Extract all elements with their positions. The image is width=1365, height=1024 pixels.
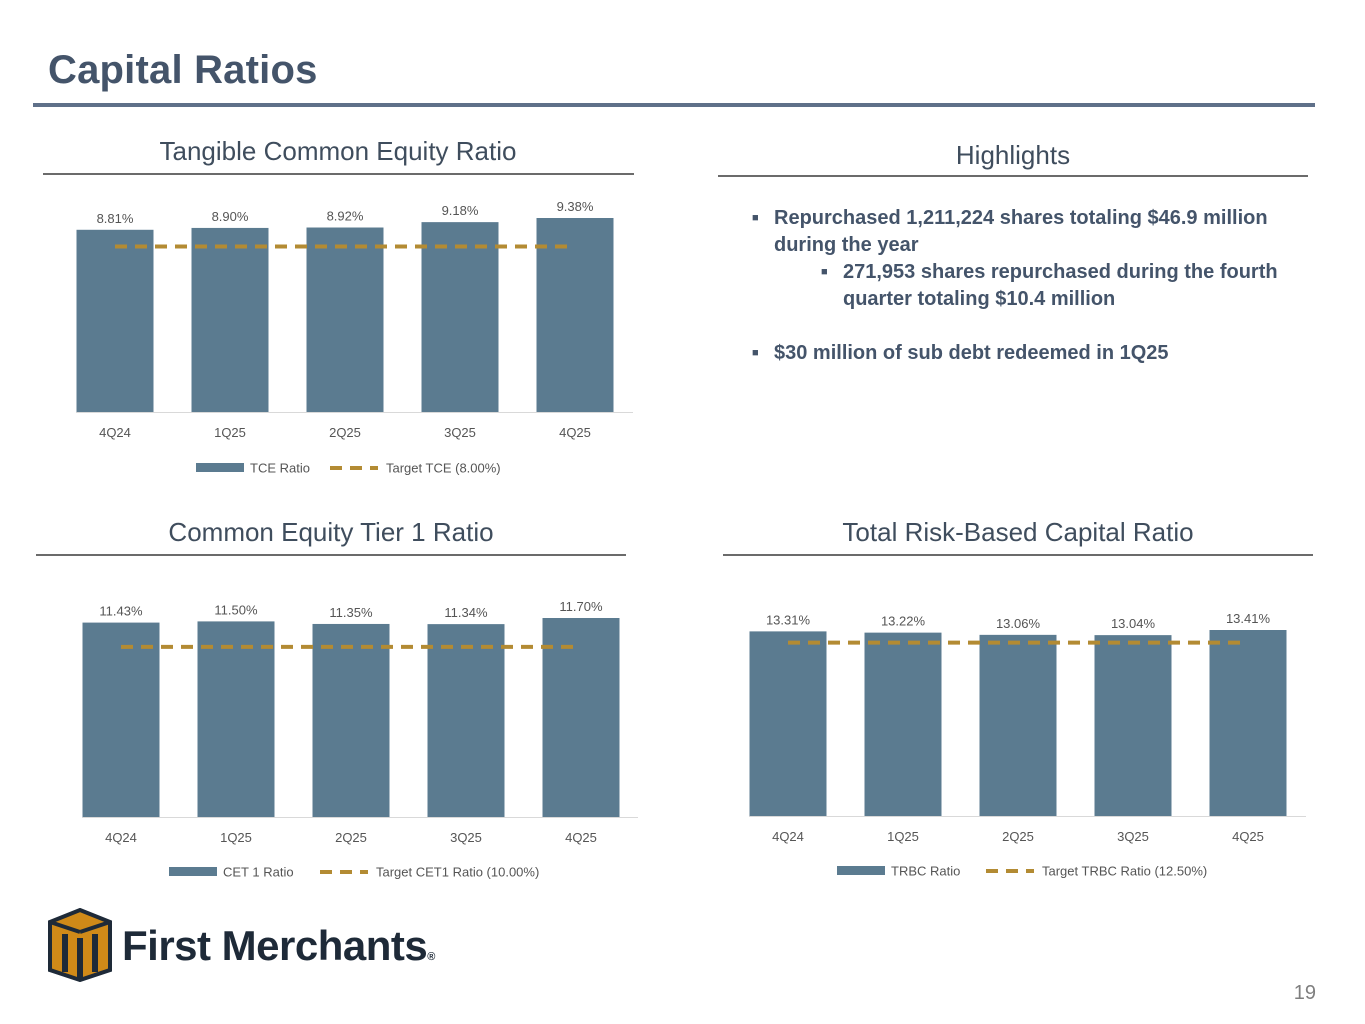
x-tick-label: 1Q25 [220, 830, 252, 845]
highlight-item: ■ Repurchased 1,211,224 shares totaling … [752, 205, 1312, 259]
data-label: 11.34% [444, 605, 488, 620]
highlight-text: 271,953 shares repurchased during the fo… [843, 261, 1278, 310]
bullet-square-icon: ■ [752, 347, 759, 359]
highlights-title: Highlights [955, 140, 1071, 170]
legend-series-swatch [169, 867, 217, 876]
data-label: 9.38% [557, 199, 594, 214]
data-label: 13.04% [1111, 616, 1156, 631]
x-tick-label: 4Q24 [772, 829, 804, 844]
bar [542, 618, 620, 817]
x-tick-label: 4Q25 [1232, 829, 1264, 844]
bar [197, 621, 275, 817]
bar [82, 622, 160, 817]
legend-target-label: Target TRBC Ratio (12.50%) [1042, 864, 1207, 879]
bar [306, 227, 384, 412]
trbc-chart-title: Total Risk-Based Capital Ratio [842, 517, 1194, 547]
x-tick-label: 2Q25 [1002, 829, 1034, 844]
trbc-title-rule [723, 554, 1313, 556]
page-title: Capital Ratios [48, 48, 318, 92]
legend-target-label: Target CET1 Ratio (10.00%) [376, 865, 539, 880]
x-tick-label: 1Q25 [887, 829, 919, 844]
x-tick-label: 3Q25 [1117, 829, 1149, 844]
tce-chart: 8.81% 4Q24 8.90% 1Q25 8.92% 2Q25 9.18% 3Q25 9.38… [76, 199, 633, 476]
data-label: 11.43% [99, 604, 143, 619]
bar [1209, 630, 1287, 816]
bar [979, 634, 1057, 816]
legend-series-swatch [837, 866, 885, 875]
data-label: 11.35% [329, 605, 373, 620]
x-tick-label: 2Q25 [335, 830, 367, 845]
highlight-subitem: ■ 271,953 shares repurchased during the … [821, 259, 1312, 313]
legend-target-label: Target TCE (8.00%) [386, 461, 501, 476]
bar [536, 218, 614, 412]
x-tick-label: 1Q25 [214, 425, 246, 440]
bar [427, 624, 505, 817]
x-tick-label: 3Q25 [444, 425, 476, 440]
bar [191, 227, 269, 412]
bullet-square-icon: ■ [752, 212, 759, 224]
legend-series-label: TCE Ratio [250, 461, 310, 476]
data-label: 11.50% [214, 602, 258, 617]
bar [421, 222, 499, 412]
x-tick-label: 3Q25 [450, 830, 482, 845]
bar [312, 623, 390, 817]
data-label: 8.92% [327, 209, 364, 224]
legend-series-label: CET 1 Ratio [223, 865, 294, 880]
cet1-chart-title: Common Equity Tier 1 Ratio [168, 517, 494, 547]
legend-series-swatch [196, 463, 244, 472]
data-label: 13.31% [766, 612, 811, 627]
data-label: 9.18% [442, 203, 479, 218]
logo-name: First Merchants [122, 922, 428, 969]
logo-wordmark: First Merchants® [122, 922, 435, 970]
x-tick-label: 4Q25 [565, 830, 597, 845]
bar [864, 632, 942, 816]
first-merchants-logo-icon [48, 908, 112, 982]
x-tick-label: 4Q24 [105, 830, 137, 845]
highlight-item: ■ $30 million of sub debt redeemed in 1Q… [752, 340, 1312, 367]
data-label: 8.90% [212, 209, 249, 224]
highlights-title-rule [718, 175, 1308, 177]
data-label: 11.70% [559, 599, 603, 614]
tce-title-rule [43, 173, 634, 175]
highlight-text: Repurchased 1,211,224 shares totaling $4… [774, 207, 1268, 256]
tce-chart-title: Tangible Common Equity Ratio [159, 136, 517, 166]
page-number: 19 [1293, 982, 1316, 1004]
bar [76, 229, 154, 412]
x-tick-label: 2Q25 [329, 425, 361, 440]
logo-registered-mark: ® [427, 951, 435, 963]
trbc-chart: 13.31% 4Q24 13.22% 1Q25 13.06% 2Q25 13.04% 3Q25… [749, 611, 1306, 879]
cet1-chart: 11.43% 4Q24 11.50% 1Q25 11.35% 2Q25 11.34% 3Q25… [82, 599, 638, 880]
data-label: 13.22% [881, 614, 926, 629]
bullet-square-icon: ■ [821, 266, 828, 278]
x-tick-label: 4Q24 [99, 425, 131, 440]
cet1-title-rule [36, 554, 626, 556]
highlights-list: ■ Repurchased 1,211,224 shares totaling … [752, 205, 1312, 367]
bar [1094, 635, 1172, 816]
data-label: 8.81% [97, 211, 134, 226]
data-label: 13.06% [996, 616, 1041, 631]
bar [749, 631, 827, 816]
legend-series-label: TRBC Ratio [891, 864, 960, 879]
title-divider [33, 103, 1315, 107]
x-tick-label: 4Q25 [559, 425, 591, 440]
data-label: 13.41% [1226, 611, 1271, 626]
highlight-text: $30 million of sub debt redeemed in 1Q25 [774, 342, 1169, 364]
